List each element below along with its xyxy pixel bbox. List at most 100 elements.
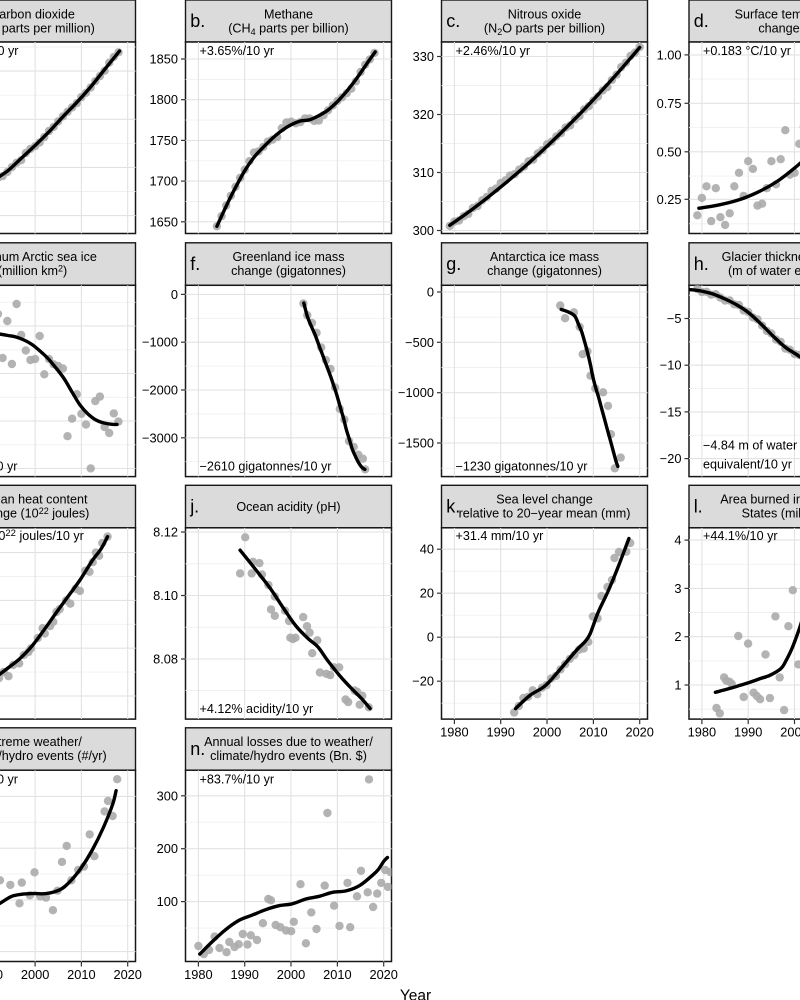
svg-text:1: 1	[674, 678, 681, 693]
svg-text:equivalent/10 yr: equivalent/10 yr	[703, 458, 792, 472]
svg-text:Methane: Methane	[264, 7, 313, 21]
svg-text:−1500: −1500	[398, 436, 434, 451]
svg-text:(N2O parts per billion): (N2O parts per billion)	[484, 21, 605, 37]
svg-text:g.: g.	[446, 254, 461, 274]
svg-text:−500: −500	[405, 335, 434, 350]
svg-text:b.: b.	[190, 11, 205, 31]
svg-text:+3.65%/10 yr: +3.65%/10 yr	[200, 44, 275, 58]
svg-text:1990: 1990	[230, 967, 258, 982]
svg-text:l.: l.	[694, 496, 703, 516]
svg-text:change (1022 joules): change (1022 joules)	[0, 506, 89, 521]
svg-text:+4.97%/10 yr: +4.97%/10 yr	[0, 44, 19, 58]
svg-text:−5: −5	[667, 311, 682, 326]
svg-text:−2000: −2000	[142, 383, 178, 398]
svg-text:climate/hydro events (Bn. $): climate/hydro events (Bn. $)	[210, 749, 367, 763]
svg-text:2000: 2000	[780, 724, 800, 739]
svg-text:Area burned in the United: Area burned in the United	[720, 493, 800, 507]
svg-text:h.: h.	[694, 254, 709, 274]
svg-text:8.10: 8.10	[153, 588, 178, 603]
svg-text:(CO2 parts per million): (CO2 parts per million)	[0, 21, 95, 37]
svg-text:−1230 gigatonnes/10 yr: −1230 gigatonnes/10 yr	[456, 460, 588, 474]
svg-text:1.00: 1.00	[657, 47, 682, 62]
svg-text:−15: −15	[660, 404, 682, 419]
svg-text:k.: k.	[446, 496, 460, 516]
svg-text:8.08: 8.08	[153, 652, 178, 667]
svg-text:+0.183 °C/10 yr: +0.183 °C/10 yr	[703, 44, 791, 58]
svg-text:+2.46%/10 yr: +2.46%/10 yr	[456, 44, 531, 58]
svg-text:2000: 2000	[21, 967, 49, 982]
svg-text:3: 3	[674, 581, 681, 596]
svg-text:Greenland ice mass: Greenland ice mass	[233, 250, 345, 264]
svg-text:2010: 2010	[67, 967, 95, 982]
svg-text:+31.4 mm/10 yr: +31.4 mm/10 yr	[456, 529, 544, 543]
svg-text:330: 330	[413, 49, 434, 64]
svg-text:change (gigatonnes): change (gigatonnes)	[231, 264, 346, 278]
svg-text:+44.1%/10 yr: +44.1%/10 yr	[703, 529, 778, 543]
svg-text:relative to 20−year mean (mm): relative to 20−year mean (mm)	[459, 507, 631, 521]
svg-text:200: 200	[157, 841, 178, 856]
svg-text:2020: 2020	[625, 724, 653, 739]
svg-text:1990: 1990	[0, 967, 3, 982]
svg-text:Carbon dioxide: Carbon dioxide	[0, 7, 75, 21]
svg-text:+26.3%/10 yr: +26.3%/10 yr	[0, 773, 18, 787]
svg-text:+83.7%/10 yr: +83.7%/10 yr	[200, 773, 275, 787]
svg-text:2000: 2000	[277, 967, 305, 982]
svg-text:change (gigatonnes): change (gigatonnes)	[487, 264, 602, 278]
svg-text:2020: 2020	[369, 967, 397, 982]
svg-text:0.50: 0.50	[657, 144, 682, 159]
svg-text:2010: 2010	[579, 724, 607, 739]
svg-text:Annual losses due to weather/: Annual losses due to weather/	[204, 735, 373, 749]
svg-text:320: 320	[413, 107, 434, 122]
svg-text:Surface temperature: Surface temperature	[735, 7, 800, 21]
svg-text:100: 100	[157, 894, 178, 909]
svg-text:−2.41%/10 yr: −2.41%/10 yr	[0, 460, 18, 474]
svg-text:40: 40	[420, 542, 434, 557]
svg-text:j.: j.	[189, 496, 199, 516]
svg-text:Extreme weather/: Extreme weather/	[0, 735, 82, 749]
svg-text:climate/hydro events (#/yr): climate/hydro events (#/yr)	[0, 749, 107, 763]
svg-text:Glacier thickness change: Glacier thickness change	[722, 250, 800, 264]
svg-text:0.25: 0.25	[657, 192, 682, 207]
svg-text:1980: 1980	[184, 967, 212, 982]
svg-text:+30.4 1022 joules/10 yr: +30.4 1022 joules/10 yr	[0, 528, 84, 543]
svg-text:0: 0	[171, 287, 178, 302]
svg-text:−20: −20	[412, 674, 434, 689]
svg-text:−20: −20	[660, 451, 682, 466]
svg-text:−1000: −1000	[142, 335, 178, 350]
svg-text:1850: 1850	[150, 52, 178, 67]
svg-text:1800: 1800	[150, 92, 178, 107]
svg-text:−10: −10	[660, 358, 682, 373]
svg-text:+4.12% acidity/10 yr: +4.12% acidity/10 yr	[200, 702, 314, 716]
svg-text:−3000: −3000	[142, 430, 178, 445]
svg-text:310: 310	[413, 165, 434, 180]
svg-text:1750: 1750	[150, 133, 178, 148]
svg-text:0: 0	[427, 285, 434, 300]
svg-text:States (million ha): States (million ha)	[742, 507, 800, 521]
svg-text:2000: 2000	[533, 724, 561, 739]
svg-text:Ocean heat content: Ocean heat content	[0, 493, 88, 507]
svg-text:0.75: 0.75	[657, 96, 682, 111]
svg-text:Ocean acidity (pH): Ocean acidity (pH)	[236, 500, 340, 514]
svg-text:Year: Year	[400, 987, 431, 1000]
svg-text:1980: 1980	[688, 724, 716, 739]
svg-text:(million km2): (million km2)	[0, 263, 67, 278]
svg-text:Antarctica ice mass: Antarctica ice mass	[490, 250, 599, 264]
svg-text:1980: 1980	[440, 724, 468, 739]
svg-text:(m of water equivalent): (m of water equivalent)	[728, 264, 800, 278]
svg-text:1990: 1990	[486, 724, 514, 739]
svg-text:(CH4 parts per billion): (CH4 parts per billion)	[228, 21, 349, 37]
svg-text:2010: 2010	[323, 967, 351, 982]
svg-text:change (°C): change (°C)	[758, 21, 800, 35]
svg-text:Nitrous oxide: Nitrous oxide	[508, 7, 582, 21]
svg-text:c.: c.	[446, 11, 460, 31]
svg-text:300: 300	[157, 788, 178, 803]
svg-text:8.12: 8.12	[153, 525, 178, 540]
svg-text:Minimum Arctic sea ice: Minimum Arctic sea ice	[0, 250, 97, 264]
svg-text:−2610 gigatonnes/10 yr: −2610 gigatonnes/10 yr	[200, 460, 332, 474]
svg-text:Sea level change: Sea level change	[496, 493, 593, 507]
svg-text:−4.84 m of water: −4.84 m of water	[703, 439, 797, 453]
svg-text:20: 20	[420, 586, 434, 601]
svg-text:2: 2	[674, 629, 681, 644]
svg-text:0: 0	[427, 630, 434, 645]
svg-text:−1000: −1000	[398, 385, 434, 400]
